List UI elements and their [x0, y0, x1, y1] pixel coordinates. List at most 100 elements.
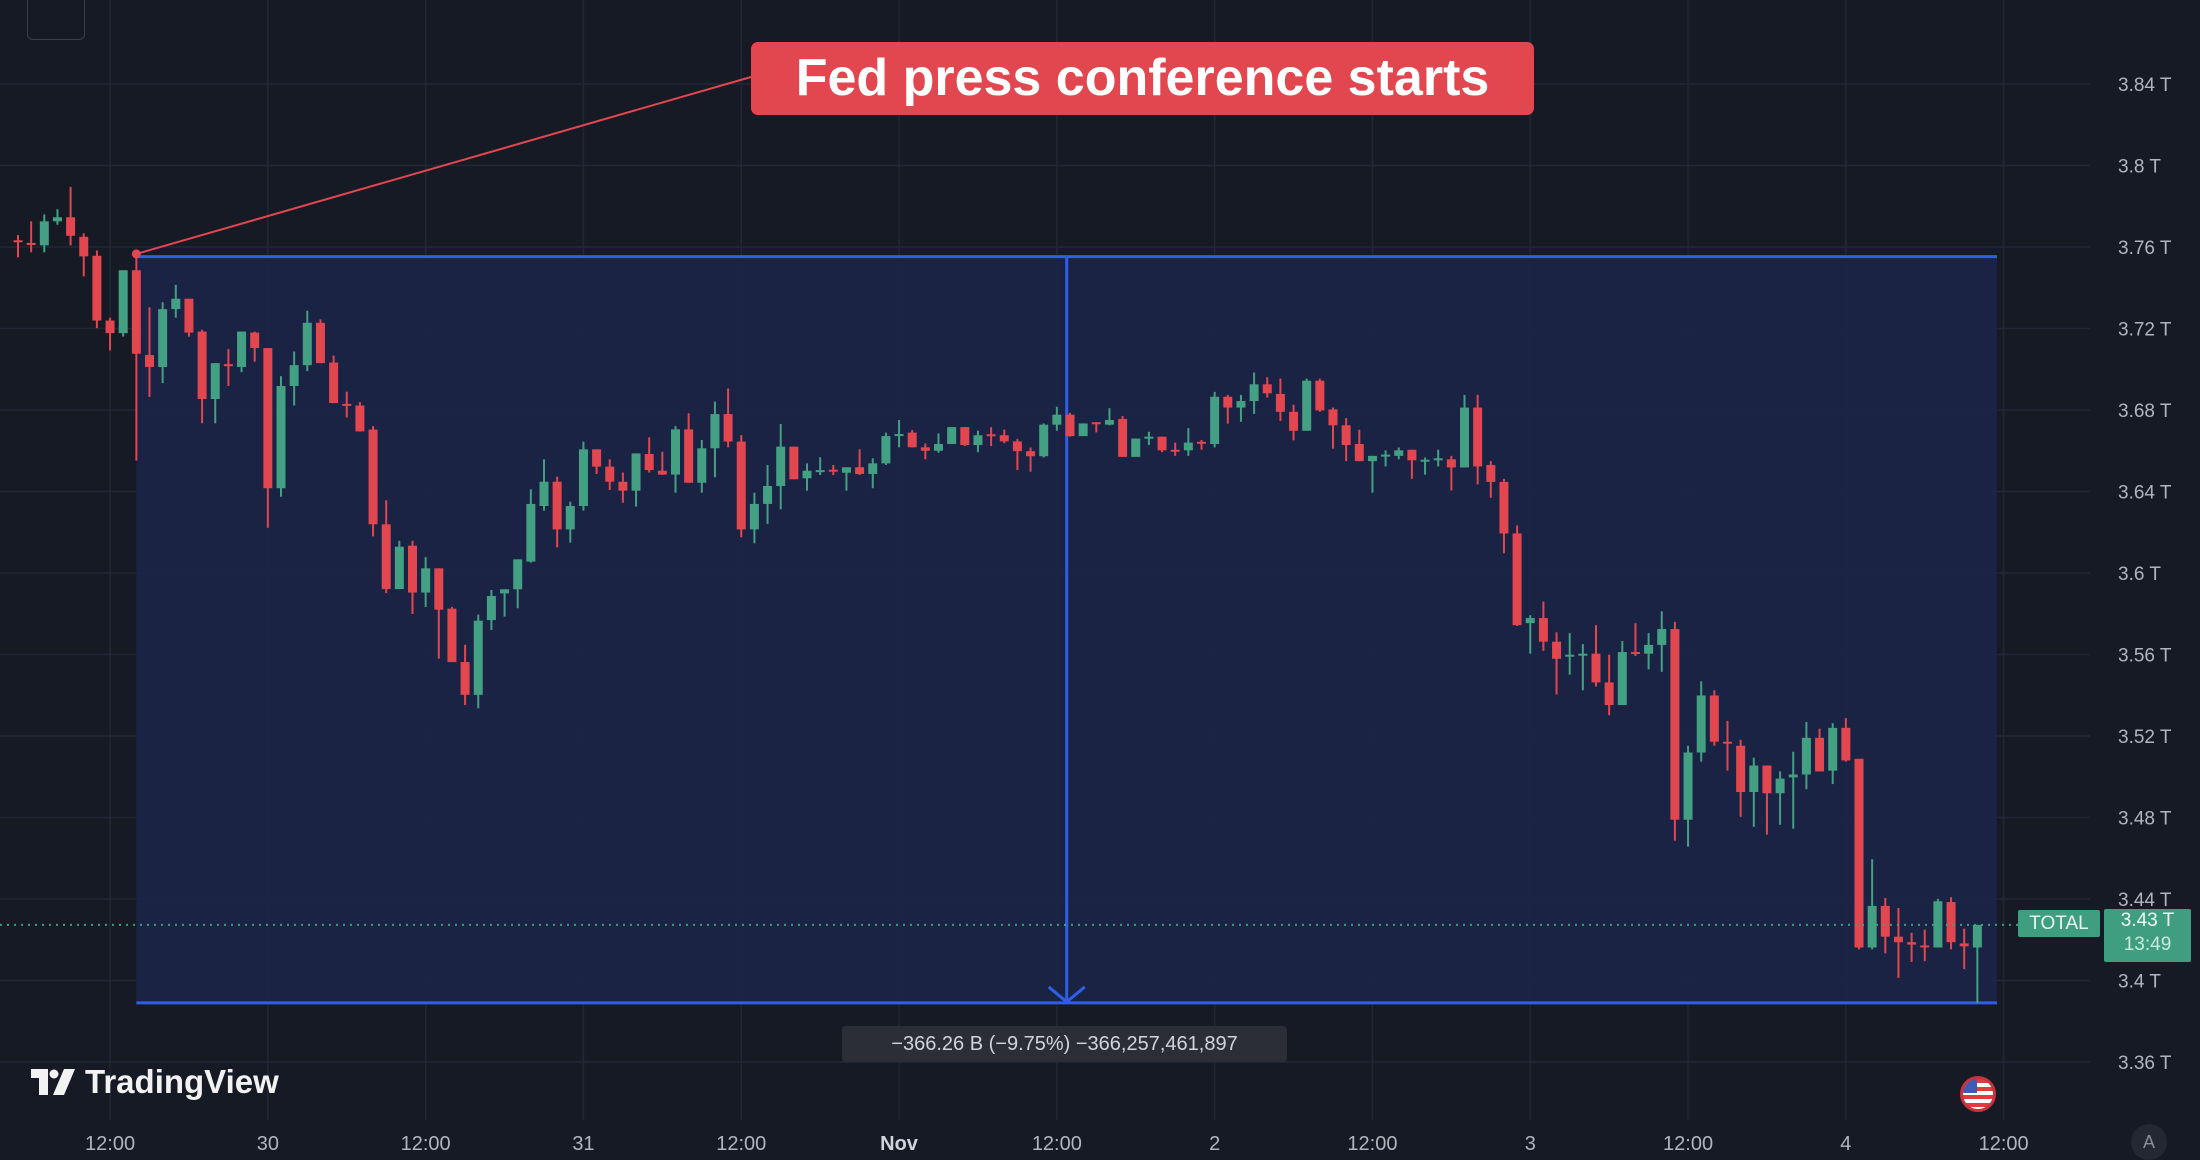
- time-tick-label: 12:00: [1032, 1133, 1082, 1155]
- candle-up: [1210, 391, 1220, 448]
- candle-down: [1709, 690, 1719, 746]
- candle-body: [881, 436, 891, 464]
- candle-up: [1617, 641, 1627, 706]
- time-tick-label: 30: [257, 1133, 279, 1155]
- candle-body: [1565, 654, 1575, 657]
- time-tick-label: 12:00: [716, 1133, 766, 1155]
- candle-body: [1078, 423, 1088, 437]
- candle-up: [52, 209, 62, 225]
- price-tick-label: 3.44 T: [2118, 890, 2172, 911]
- candle-down: [131, 253, 141, 461]
- candle-up: [1249, 372, 1259, 414]
- candle-body: [1407, 449, 1417, 461]
- candle-body: [671, 429, 680, 475]
- candle-body: [434, 568, 444, 610]
- toolbar-toggle-button[interactable]: [27, 0, 85, 40]
- candle-body: [1223, 396, 1233, 408]
- us-flag-icon[interactable]: [1960, 1076, 1996, 1112]
- candle-up: [1394, 447, 1404, 460]
- candle-body: [158, 309, 168, 368]
- candle-body: [381, 524, 391, 590]
- candle-body: [460, 662, 470, 695]
- candle-down: [1328, 407, 1338, 449]
- time-tick-label: 4: [1840, 1133, 1851, 1155]
- candle-up: [237, 331, 247, 373]
- candle-body: [1762, 765, 1772, 794]
- candle-down: [1197, 439, 1206, 450]
- candle-body: [171, 298, 181, 310]
- symbol-label: TOTAL: [2018, 910, 2100, 937]
- candle-body: [1670, 629, 1680, 820]
- bar-countdown: 13:49: [2123, 934, 2172, 955]
- candle-body: [868, 463, 878, 474]
- price-tick-label: 3.72 T: [2118, 320, 2172, 341]
- candle-body: [1012, 441, 1022, 452]
- candle-down: [342, 391, 352, 418]
- candle-body: [210, 363, 220, 399]
- price-range-measurement[interactable]: [136, 255, 1998, 1005]
- candle-down: [1065, 412, 1075, 437]
- candle-body: [1315, 380, 1325, 411]
- candle-down: [1354, 429, 1364, 462]
- candle-body: [1959, 943, 1969, 947]
- auto-scale-button[interactable]: A: [2131, 1124, 2167, 1160]
- candle-down: [26, 221, 36, 253]
- candle-down: [1262, 377, 1272, 398]
- price-tick-label: 3.6 T: [2118, 564, 2161, 585]
- candle-up: [1144, 431, 1154, 446]
- candle-up: [1052, 406, 1062, 431]
- candle-down: [789, 446, 799, 480]
- candle-body: [999, 435, 1009, 442]
- candle-body: [329, 362, 339, 404]
- candle-body: [1591, 653, 1601, 683]
- candle-down: [1854, 758, 1864, 950]
- price-tick-label: 3.48 T: [2118, 809, 2172, 830]
- candle-up: [868, 458, 878, 489]
- candle-body: [1210, 396, 1220, 445]
- candle-up: [1525, 615, 1535, 654]
- candle-up: [118, 270, 128, 337]
- candle-body: [473, 620, 483, 695]
- candle-body: [657, 470, 667, 475]
- tradingview-logo[interactable]: TradingView: [31, 1063, 279, 1100]
- candle-up: [158, 302, 168, 384]
- candle-down: [1538, 601, 1548, 651]
- candle-body: [1473, 407, 1483, 467]
- candle-down: [1591, 625, 1601, 687]
- candle-up: [1078, 423, 1088, 437]
- candle-up: [763, 465, 773, 524]
- price-axis[interactable]: 3.84 T 3.8 T 3.76 T 3.72 T 3.68 T 3.64 T 3.6 T…: [2118, 75, 2172, 1074]
- annotation-callout[interactable]: Fed press conference starts: [751, 42, 1534, 115]
- candle-down: [79, 233, 89, 277]
- candle-body: [486, 596, 496, 621]
- candle-up: [894, 419, 904, 448]
- candle-body: [342, 403, 352, 406]
- candle-up: [776, 424, 786, 510]
- candle-down: [1012, 438, 1022, 471]
- candle-down: [1815, 728, 1825, 772]
- candle-down: [605, 459, 615, 491]
- candle-body: [1367, 455, 1377, 462]
- price-tick-label: 3.68 T: [2118, 401, 2172, 422]
- candle-down: [1315, 378, 1325, 412]
- candle-body: [513, 559, 523, 590]
- candle-body: [1170, 449, 1180, 452]
- candle-up: [39, 214, 49, 253]
- price-tick-label: 3.36 T: [2118, 1053, 2172, 1074]
- candle-up: [1420, 457, 1430, 475]
- candle-down: [1170, 442, 1180, 456]
- candle-body: [1828, 727, 1838, 771]
- candle-body: [66, 217, 76, 236]
- candle-body: [1486, 465, 1496, 482]
- candle-down: [828, 465, 838, 475]
- candle-body: [960, 427, 970, 446]
- price-tick-label: 3.56 T: [2118, 646, 2172, 667]
- candle-body: [1815, 737, 1825, 772]
- candle-body: [723, 414, 733, 442]
- candle-up: [1657, 611, 1667, 672]
- time-axis[interactable]: 12:00 30 12:00 31 12:00 Nov 12:00 2 12:00 3 12:00 4…: [85, 1133, 2029, 1155]
- candle-up: [1381, 450, 1391, 467]
- candle-body: [1946, 902, 1956, 943]
- candle-body: [1644, 644, 1654, 654]
